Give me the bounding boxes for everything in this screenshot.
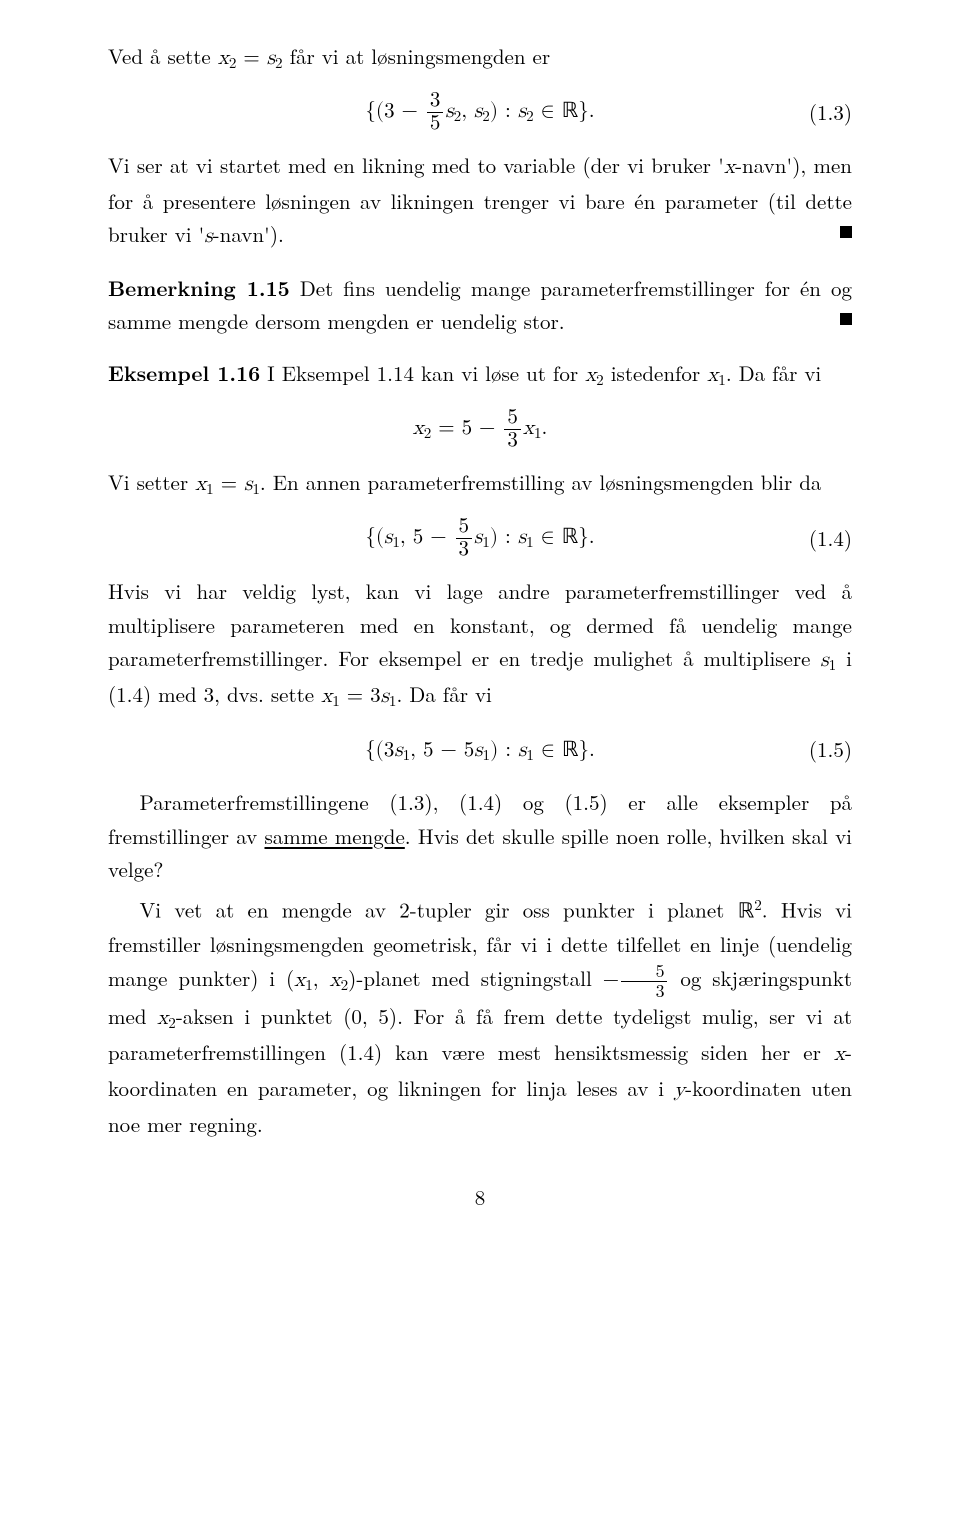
- paragraph-5: Hvis vi har veldig lyst, kan vi lage and…: [108, 575, 852, 714]
- text: Vi vet at en mengde av 2-tupler gir oss …: [140, 895, 738, 925]
- math-x1: x1: [321, 686, 340, 707]
- equation-body: x2 = 5 − 53x1.: [413, 407, 548, 452]
- text: istedenfor: [604, 358, 707, 388]
- equation-number: (1.5): [809, 733, 852, 767]
- superscript-2: 2: [754, 894, 762, 915]
- text: Vi setter: [108, 467, 195, 497]
- math-s2: s2: [267, 48, 283, 69]
- page-number: 8: [108, 1181, 852, 1215]
- math-x2: x2: [218, 48, 237, 69]
- text: =: [236, 41, 266, 71]
- equation-1-3: {(3 − 35s2, s2) : s2 ∈ ℝ}. (1.3): [108, 90, 852, 135]
- text: Vi ser at vi startet med en likning med …: [108, 150, 724, 180]
- math-R: ℝ: [738, 899, 755, 923]
- math-x2: x2: [157, 1008, 176, 1029]
- math-x1: x1: [195, 474, 214, 495]
- text: )-planet med stigningstall −: [348, 963, 619, 993]
- equation-inline-x2: x2 = 5 − 53x1.: [108, 407, 852, 452]
- underlined-text: samme mengde: [264, 821, 404, 851]
- qed-square: [840, 313, 852, 325]
- text: -aksen i punktet (0, 5). For å få frem d…: [108, 1001, 852, 1067]
- example-label: Eksempel 1.16: [108, 358, 260, 388]
- math-s1: s1: [244, 474, 260, 495]
- text: = 3: [340, 679, 381, 709]
- text: . En annen parameterfremstilling av løsn…: [260, 467, 822, 497]
- document-page: Ved å sette x2 = s2 får vi at løsningsme…: [0, 0, 960, 1523]
- text: . Da får vi: [396, 679, 491, 709]
- text: . Da får vi: [726, 358, 821, 388]
- math-x2: x2: [330, 970, 349, 991]
- paragraph-1: Ved å sette x2 = s2 får vi at løsningsme…: [108, 40, 852, 76]
- math-s1: s1: [381, 686, 397, 707]
- math-y: y: [674, 1080, 685, 1101]
- remark-1-15: Bemerkning 1.15 Det fins uendelig mange …: [108, 272, 852, 339]
- equation-1-4: {(s1, 5 − 53s1) : s1 ∈ ℝ}. (1.4): [108, 516, 852, 561]
- text: Hvis vi har veldig lyst, kan vi lage and…: [108, 576, 852, 673]
- math-s: s: [204, 226, 212, 247]
- math-x1: x1: [707, 365, 726, 386]
- paragraph-4: Vi setter x1 = s1. En annen parameterfre…: [108, 466, 852, 502]
- equation-body: {(3 − 35s2, s2) : s2 ∈ ℝ}.: [365, 90, 594, 135]
- equation-number: (1.4): [809, 522, 852, 556]
- remark-label: Bemerkning 1.15: [108, 273, 290, 303]
- math-x: x: [834, 1044, 845, 1065]
- equation-body: {(s1, 5 − 53s1) : s1 ∈ ℝ}.: [365, 516, 594, 561]
- text: Ved å sette: [108, 41, 218, 71]
- math-x: x: [724, 157, 735, 178]
- math-s1: s1: [820, 650, 836, 671]
- paragraph-2: Vi ser at vi startet med en likning med …: [108, 149, 852, 254]
- equation-body: {(3s1, 5 − 5s1) : s1 ∈ ℝ}.: [365, 733, 595, 768]
- paragraph-7: Vi vet at en mengde av 2-tupler gir oss …: [108, 893, 852, 1141]
- qed-square: [840, 226, 852, 238]
- math-x2: x2: [585, 365, 604, 386]
- equation-number: (1.3): [809, 96, 852, 130]
- text: ,: [313, 963, 330, 993]
- example-1-16-intro: Eksempel 1.16 I Eksempel 1.14 kan vi løs…: [108, 357, 852, 393]
- equation-1-5: {(3s1, 5 − 5s1) : s1 ∈ ℝ}. (1.5): [108, 728, 852, 772]
- text: =: [214, 467, 244, 497]
- math-x1: x1: [294, 970, 313, 991]
- paragraph-6: Parameterfremstillingene (1.3), (1.4) og…: [108, 786, 852, 887]
- text: I Eksempel 1.14 kan vi løse ut for: [260, 358, 585, 388]
- text: får vi at løsningsmengden er: [283, 41, 551, 71]
- text: -navn').: [213, 219, 284, 249]
